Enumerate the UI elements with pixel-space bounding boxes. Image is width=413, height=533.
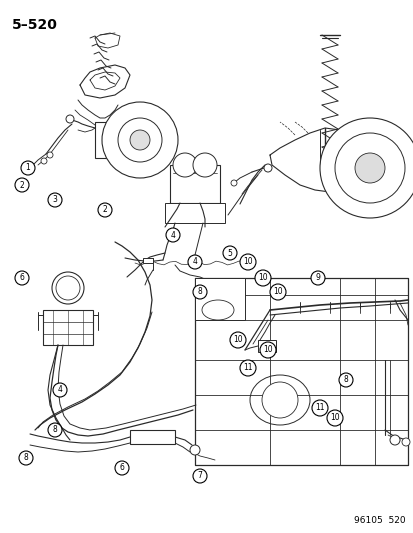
Circle shape bbox=[166, 228, 180, 242]
Circle shape bbox=[192, 285, 206, 299]
Circle shape bbox=[261, 382, 297, 418]
Circle shape bbox=[60, 280, 76, 296]
FancyBboxPatch shape bbox=[257, 340, 275, 352]
FancyBboxPatch shape bbox=[142, 258, 153, 263]
Text: 9: 9 bbox=[315, 273, 320, 282]
FancyBboxPatch shape bbox=[95, 122, 133, 158]
Circle shape bbox=[47, 152, 53, 158]
Text: 10: 10 bbox=[242, 257, 252, 266]
Circle shape bbox=[263, 164, 271, 172]
Circle shape bbox=[130, 130, 150, 150]
Text: 5–520: 5–520 bbox=[12, 18, 58, 32]
FancyBboxPatch shape bbox=[130, 430, 175, 444]
Text: 5: 5 bbox=[227, 248, 232, 257]
Circle shape bbox=[223, 246, 236, 260]
Text: 8: 8 bbox=[52, 425, 57, 434]
Circle shape bbox=[326, 410, 342, 426]
Circle shape bbox=[190, 445, 199, 455]
Circle shape bbox=[115, 461, 129, 475]
Circle shape bbox=[334, 133, 404, 203]
Text: 4: 4 bbox=[57, 385, 62, 394]
Circle shape bbox=[53, 383, 67, 397]
Text: 2: 2 bbox=[19, 181, 24, 190]
Text: 4: 4 bbox=[192, 257, 197, 266]
Text: 8: 8 bbox=[24, 454, 28, 463]
Text: 10: 10 bbox=[273, 287, 282, 296]
Circle shape bbox=[15, 178, 29, 192]
Circle shape bbox=[310, 271, 324, 285]
Circle shape bbox=[56, 276, 80, 300]
Text: 7: 7 bbox=[197, 472, 202, 481]
Circle shape bbox=[389, 435, 399, 445]
Circle shape bbox=[66, 115, 74, 123]
Circle shape bbox=[254, 270, 271, 286]
Circle shape bbox=[401, 438, 409, 446]
Text: 6: 6 bbox=[119, 464, 124, 472]
Circle shape bbox=[240, 254, 255, 270]
Circle shape bbox=[19, 451, 33, 465]
Circle shape bbox=[15, 271, 29, 285]
Circle shape bbox=[21, 161, 35, 175]
Text: 1: 1 bbox=[26, 164, 30, 173]
Text: 10: 10 bbox=[258, 273, 267, 282]
Text: 11: 11 bbox=[243, 364, 252, 373]
FancyBboxPatch shape bbox=[43, 310, 93, 345]
Circle shape bbox=[259, 342, 275, 358]
Text: 6: 6 bbox=[19, 273, 24, 282]
Circle shape bbox=[52, 272, 84, 304]
Text: 10: 10 bbox=[330, 414, 339, 423]
Circle shape bbox=[188, 255, 202, 269]
Text: 10: 10 bbox=[263, 345, 272, 354]
Circle shape bbox=[319, 118, 413, 218]
Circle shape bbox=[240, 360, 255, 376]
Text: 3: 3 bbox=[52, 196, 57, 205]
Circle shape bbox=[48, 193, 62, 207]
Circle shape bbox=[230, 180, 236, 186]
Circle shape bbox=[192, 469, 206, 483]
Text: 2: 2 bbox=[102, 206, 107, 214]
Text: 8: 8 bbox=[197, 287, 202, 296]
Text: 4: 4 bbox=[170, 230, 175, 239]
Circle shape bbox=[102, 102, 178, 178]
Circle shape bbox=[269, 284, 285, 300]
Circle shape bbox=[354, 153, 384, 183]
Circle shape bbox=[338, 373, 352, 387]
Circle shape bbox=[230, 332, 245, 348]
Circle shape bbox=[192, 153, 216, 177]
Circle shape bbox=[98, 203, 112, 217]
Circle shape bbox=[173, 153, 197, 177]
Text: 11: 11 bbox=[314, 403, 324, 413]
FancyBboxPatch shape bbox=[170, 165, 219, 203]
Text: 8: 8 bbox=[343, 376, 347, 384]
Text: 10: 10 bbox=[233, 335, 242, 344]
Text: 96105  520: 96105 520 bbox=[354, 516, 405, 525]
FancyBboxPatch shape bbox=[165, 203, 224, 223]
Circle shape bbox=[48, 423, 62, 437]
Circle shape bbox=[41, 158, 47, 164]
Circle shape bbox=[311, 400, 327, 416]
Circle shape bbox=[118, 118, 161, 162]
FancyBboxPatch shape bbox=[195, 278, 244, 320]
